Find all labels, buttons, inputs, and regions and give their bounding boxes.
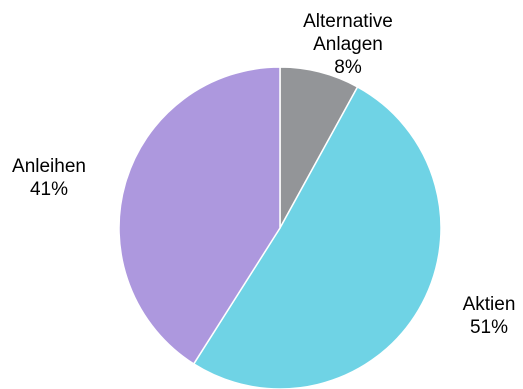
pie-label-line: 41% <box>30 179 68 200</box>
pie-label-alternative-anlagen: Alternative Anlagen 8% <box>303 11 393 78</box>
pie-label-line: Alternative <box>303 11 393 32</box>
pie-slice-aktien <box>192 85 442 389</box>
pie-labels: Alternative Anlagen 8% Aktien 51% Anleihen 41% <box>12 11 515 338</box>
pie-label-line: 8% <box>334 57 362 78</box>
pie-label-line: Anleihen <box>12 156 86 177</box>
pie-label-line: Aktien <box>463 294 516 315</box>
pie-label-aktien: Aktien 51% <box>463 294 516 338</box>
pie-label-line: Anlagen <box>313 34 383 55</box>
pie-slices <box>118 66 442 389</box>
pie-label-line: 51% <box>470 317 508 338</box>
pie-label-anleihen: Anleihen 41% <box>12 156 86 200</box>
pie-slice-anleihen <box>118 66 281 365</box>
